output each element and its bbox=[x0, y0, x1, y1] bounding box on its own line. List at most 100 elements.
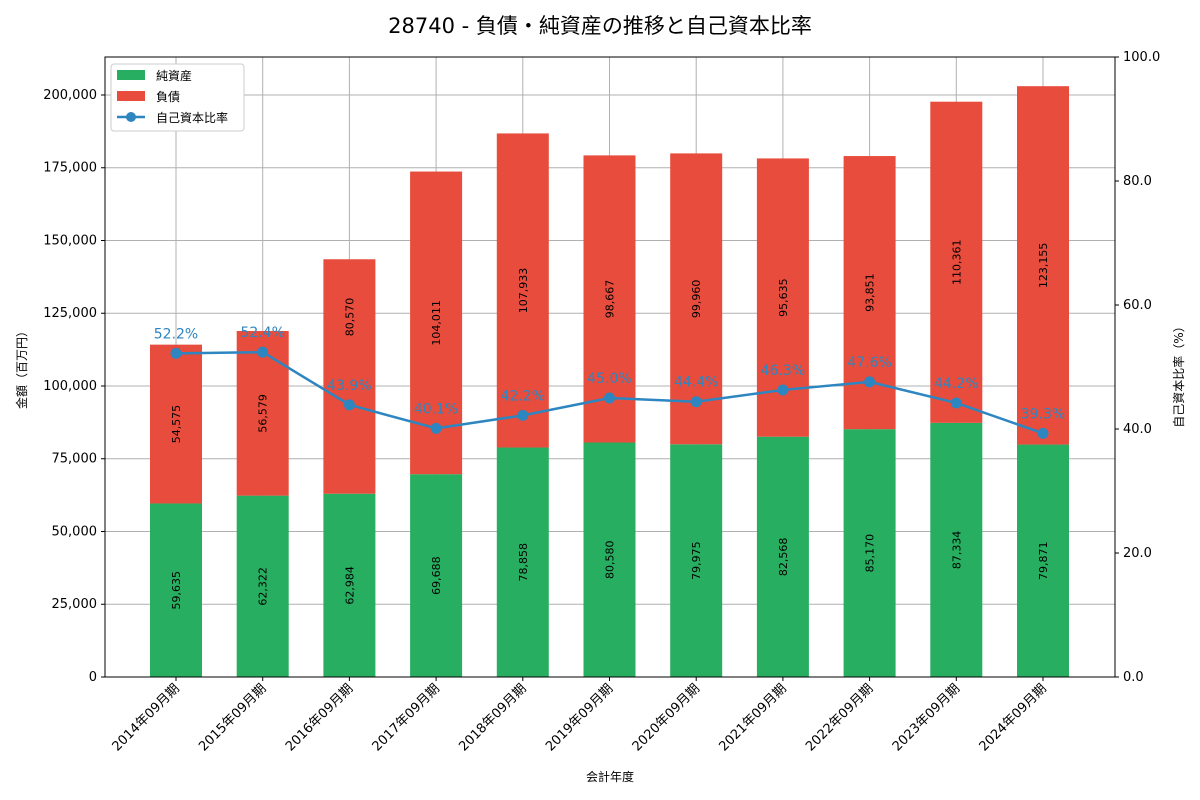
legend: 純資産 負債 自己資本比率 bbox=[110, 63, 245, 132]
bar-net-assets bbox=[323, 493, 376, 677]
ratio-label: 44.4% bbox=[674, 375, 718, 391]
bar-liabilities bbox=[150, 344, 202, 504]
data-label-net-assets: 79,871 bbox=[1037, 542, 1050, 581]
ratio-point bbox=[1037, 427, 1049, 439]
data-label-net-assets: 69,688 bbox=[430, 556, 443, 595]
data-label-liabilities: 93,851 bbox=[864, 273, 877, 312]
legend-label-liabilities: 負債 bbox=[156, 89, 180, 104]
bar-liabilities bbox=[323, 259, 376, 494]
ratio-label: 44.2% bbox=[934, 376, 978, 392]
data-label-liabilities: 107,933 bbox=[517, 268, 530, 314]
data-label-net-assets: 78,858 bbox=[517, 543, 530, 582]
ratio-point bbox=[430, 422, 442, 434]
ratio-point bbox=[257, 346, 269, 358]
y-tick-label: 175,000 bbox=[43, 161, 97, 176]
x-tick-label: 2024年09月期 bbox=[977, 681, 1050, 754]
ratio-label: 43.9% bbox=[327, 378, 371, 394]
x-tick-label: 2015年09月期 bbox=[196, 681, 269, 754]
y2-tick-label: 80.0 bbox=[1123, 174, 1152, 189]
bar-net-assets bbox=[756, 436, 809, 677]
legend-marker-ratio bbox=[126, 112, 136, 122]
bar-net-assets bbox=[583, 442, 636, 677]
y-tick-label: 75,000 bbox=[52, 452, 98, 467]
y2-tick-label: 0.0 bbox=[1123, 670, 1144, 685]
y-tick-label: 50,000 bbox=[52, 524, 98, 539]
ratio-label: 47.6% bbox=[847, 355, 891, 371]
legend-swatch-liabilities bbox=[117, 91, 145, 101]
ratio-point bbox=[777, 384, 789, 396]
data-label-liabilities: 56,579 bbox=[257, 394, 270, 433]
x-tick-label: 2018年09月期 bbox=[456, 681, 529, 754]
y2-tick-label: 100.0 bbox=[1123, 50, 1160, 65]
ratio-label: 52.2% bbox=[154, 326, 198, 342]
bar-liabilities bbox=[670, 153, 723, 445]
x-tick-label: 2022年09月期 bbox=[803, 681, 876, 754]
x-tick-label: 2021年09月期 bbox=[716, 681, 789, 754]
x-tick-label: 2017年09月期 bbox=[370, 681, 443, 754]
ratio-point bbox=[690, 396, 702, 408]
data-label-liabilities: 95,635 bbox=[777, 278, 790, 317]
ratio-point bbox=[604, 392, 615, 404]
data-label-liabilities: 104,011 bbox=[430, 300, 443, 346]
x-tick-label: 2016年09月期 bbox=[283, 681, 356, 754]
y-tick-label: 150,000 bbox=[43, 233, 97, 248]
bar-liabilities bbox=[496, 133, 549, 448]
y-tick-label: 125,000 bbox=[43, 306, 97, 321]
legend-swatch-net-assets bbox=[117, 70, 145, 80]
bar-liabilities bbox=[1017, 86, 1069, 445]
bar-net-assets bbox=[410, 474, 463, 677]
y-tick-label: 200,000 bbox=[43, 88, 97, 103]
y-tick-label: 0 bbox=[89, 670, 97, 685]
data-label-liabilities: 80,570 bbox=[343, 298, 356, 337]
y2-tick-label: 40.0 bbox=[1123, 422, 1152, 437]
data-label-net-assets: 85,170 bbox=[864, 534, 877, 573]
y-tick-label: 100,000 bbox=[43, 379, 97, 394]
data-label-net-assets: 80,580 bbox=[604, 541, 617, 580]
ratio-point bbox=[517, 409, 529, 421]
data-label-liabilities: 98,667 bbox=[604, 280, 617, 319]
data-label-liabilities: 54,575 bbox=[170, 405, 183, 444]
ratio-label: 45.0% bbox=[587, 371, 631, 387]
data-label-net-assets: 62,984 bbox=[343, 566, 356, 605]
x-tick-label: 2019年09月期 bbox=[543, 681, 616, 754]
ratio-label: 42.2% bbox=[501, 388, 545, 404]
x-tick-label: 2023年09月期 bbox=[890, 681, 963, 754]
y-tick-label: 25,000 bbox=[52, 597, 98, 612]
chart-title: 28740 - 負債・純資産の推移と自己資本比率 bbox=[388, 14, 812, 38]
ratio-point bbox=[864, 376, 876, 388]
x-tick-label: 2014年09月期 bbox=[110, 681, 183, 754]
ratio-label: 40.1% bbox=[414, 401, 458, 417]
data-label-liabilities: 123,155 bbox=[1037, 243, 1050, 289]
data-label-net-assets: 87,334 bbox=[950, 531, 963, 570]
x-axis-label: 会計年度 bbox=[586, 769, 634, 784]
data-label-net-assets: 59,635 bbox=[170, 571, 183, 610]
bar-net-assets bbox=[843, 429, 896, 677]
ratio-point bbox=[343, 399, 355, 411]
data-label-liabilities: 110,361 bbox=[950, 240, 963, 286]
ratio-label: 52.4% bbox=[240, 325, 284, 341]
bar-net-assets bbox=[1017, 444, 1069, 677]
ratio-point bbox=[170, 347, 182, 359]
ratio-point bbox=[950, 397, 962, 409]
data-label-net-assets: 82,568 bbox=[777, 538, 790, 577]
plot-frame bbox=[104, 56, 1116, 678]
legend-label-net-assets: 純資産 bbox=[156, 68, 192, 83]
bar-net-assets bbox=[150, 503, 202, 677]
bar-net-assets bbox=[930, 422, 983, 677]
bar-liabilities bbox=[930, 101, 983, 423]
data-label-liabilities: 99,960 bbox=[690, 280, 703, 319]
y-axis-label: 金額（百万円） bbox=[14, 325, 29, 409]
data-label-net-assets: 79,975 bbox=[690, 541, 703, 580]
bar-net-assets bbox=[236, 495, 289, 677]
y2-tick-label: 60.0 bbox=[1123, 298, 1152, 313]
bar-net-assets bbox=[670, 444, 723, 677]
y2-tick-label: 20.0 bbox=[1123, 546, 1152, 561]
ratio-label: 39.3% bbox=[1021, 406, 1065, 422]
ratio-label: 46.3% bbox=[761, 363, 805, 379]
bar-net-assets bbox=[496, 447, 549, 677]
y2-axis-label: 自己資本比率（%） bbox=[1171, 320, 1186, 427]
legend-label-ratio: 自己資本比率 bbox=[156, 110, 228, 125]
x-tick-label: 2020年09月期 bbox=[630, 681, 703, 754]
bar-liabilities bbox=[236, 330, 289, 496]
